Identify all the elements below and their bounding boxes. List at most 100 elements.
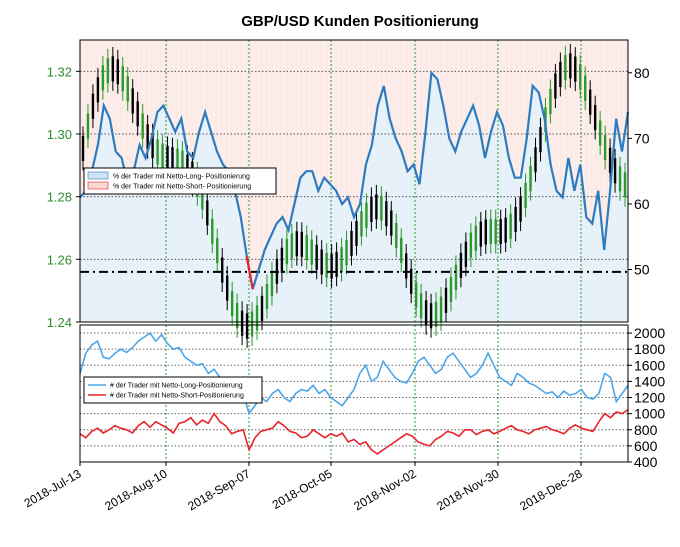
candle-body [265,284,269,310]
candle-body [584,75,587,101]
candle-body [499,219,502,245]
candle-body [469,232,473,258]
candle-body [161,143,164,169]
candle-body [245,313,249,339]
candle-body [350,230,353,257]
candle-body [390,210,393,236]
candle-body [375,194,378,220]
legend-bottom-label: # der Trader mit Netto-Long-Positionieru… [110,383,243,390]
tick-left-label: 1.32 [47,64,72,79]
candle-body [449,276,453,302]
legend-top: % der Trader mit Netto-Long- Positionier… [83,167,277,195]
candle-body [310,239,313,265]
candle-body [385,201,388,227]
candle-body [181,150,184,176]
tick-x-label: 2018-Nov-30 [434,466,501,513]
candle-body [424,300,428,326]
candle-body [186,154,189,180]
legend-top-swatch [87,171,109,180]
candle-body [255,305,259,331]
tick-right-label: 1000 [634,406,665,422]
candle-body [454,264,458,290]
candle-body [211,218,214,244]
candle-body [459,252,463,278]
candle-body [146,124,149,150]
tick-left-label: 1.26 [47,252,72,267]
tick-right-label: 600 [634,438,658,454]
candle-body [330,253,333,279]
candle-body [240,310,244,336]
candle-body [444,287,448,313]
candle-body [355,220,358,247]
candle-body [574,56,577,82]
candle-body [315,244,318,270]
candle-body [549,88,552,115]
candle-body [360,211,363,237]
candle-body [126,76,129,102]
candle-body [579,64,582,90]
candle-body [489,218,492,244]
candle-body [434,301,438,327]
tick-right-label: 60 [634,196,650,212]
candle-body [419,293,423,319]
candle-body [305,234,308,260]
candle-body [320,249,323,275]
candle-body [206,200,209,226]
tick-right-label: 800 [634,422,658,438]
candle-body [280,247,284,273]
candle-body [201,184,204,210]
tick-right-label: 1200 [634,390,665,406]
candle-body [380,195,383,221]
candle-body [598,120,602,146]
short-percent-line [245,256,254,290]
candle-body [414,282,418,308]
candle-body [529,166,532,192]
candle-body [504,217,507,243]
candle-body [300,231,303,257]
candle-body [618,166,622,192]
candle-body [250,311,254,337]
legend-bottom-box [83,376,263,404]
candle-body [230,291,234,317]
tick-x-label: 2018-Nov-02 [351,466,418,513]
candle-body [121,66,124,92]
candle-body [340,247,343,273]
tick-right-label: 2000 [634,325,665,341]
candle-body [106,58,110,84]
candle-body [484,219,487,245]
candle-body [216,238,219,264]
legend-top-box [83,167,277,195]
short-area [80,40,628,290]
candle-body [564,55,567,81]
tick-right-label: 400 [634,454,658,470]
legend-top-label: % der Trader mit Netto-Long- Positionier… [113,174,250,181]
candle-body [519,196,522,222]
short-count-line [79,408,629,455]
candle-body [96,77,100,103]
candle-body [593,105,597,131]
candle-body [116,59,120,85]
candle-body [514,206,517,232]
tick-x-label: 2018-Jul-13 [22,466,84,510]
candle-body [509,213,512,239]
candle-body [335,251,338,277]
candle-body [613,158,617,184]
candle-body [91,93,95,119]
candle-body [524,182,527,208]
long-percent-line [79,70,630,290]
candle-body [226,275,229,301]
candle-body [86,113,90,139]
tick-right-label: 1800 [634,341,665,357]
tick-right-label: 1600 [634,357,665,373]
candle-body [171,147,174,173]
candle-body [554,73,557,99]
candle-body [395,223,398,249]
tick-right-label: 70 [634,130,650,146]
chart-title: GBP/USD Kunden Positionierung [241,13,479,30]
candle-body [221,257,224,283]
tick-left-label: 1.30 [47,127,72,142]
candle-body [479,221,482,247]
legend-top-label: % der Trader mit Netto-Short- Positionie… [113,184,251,191]
